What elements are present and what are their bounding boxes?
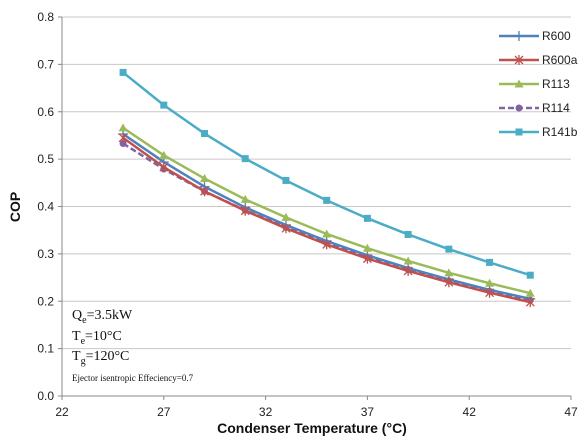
data-point-r600a: [240, 205, 250, 216]
data-point-r141b: [323, 196, 331, 204]
data-point-r600a: [362, 253, 372, 264]
legend-marker-r141b: [515, 128, 523, 136]
y-axis-title: COP: [7, 192, 23, 222]
x-tick-label: 27: [157, 405, 171, 419]
data-point-r141b: [241, 155, 249, 163]
data-point-r113: [281, 212, 291, 221]
data-point-r141b: [526, 271, 534, 279]
annotation-qe: Qe=3.5kW: [72, 308, 133, 326]
data-point-r600a: [159, 162, 169, 173]
data-point-r113: [200, 174, 210, 183]
series-line-r113: [122, 126, 531, 295]
data-point-r600a: [322, 239, 332, 250]
legend-marker-r600a: [514, 55, 524, 65]
data-point-r113: [362, 243, 372, 252]
data-point-r600a: [118, 132, 128, 143]
series-group: [118, 68, 536, 308]
y-tick-label: 0.3: [37, 247, 54, 261]
x-tick-label: 22: [55, 405, 69, 419]
annotation-te: Te=10°C: [72, 329, 122, 347]
data-point-r113: [525, 288, 535, 297]
data-point-r113: [159, 150, 169, 159]
series-r600a: [118, 132, 535, 308]
legend-item-r113: R113: [499, 77, 570, 91]
legend-item-r600a: R600a: [499, 53, 578, 67]
y-tick-label: 0.6: [37, 105, 54, 119]
legend-item-r141b: R141b: [499, 125, 578, 139]
y-tick-label: 0.8: [37, 10, 54, 24]
data-point-r141b: [282, 176, 290, 184]
data-point-r600a: [485, 287, 495, 298]
legend: R600 R600a R113 R114 R141b: [499, 29, 578, 139]
legend-marker-r113: [514, 79, 524, 88]
grid-lines: [62, 16, 571, 350]
series-r113: [118, 123, 535, 297]
x-tick-labels: 22 27 32 37 42 47: [55, 396, 578, 419]
data-point-r600a: [444, 277, 454, 288]
data-point-r141b: [486, 258, 494, 266]
y-tick-label: 0.1: [37, 342, 54, 356]
data-point-r113: [118, 123, 128, 132]
condition-annotations: Qe=3.5kW Te=10°C Tg=120°C Ejector isentr…: [72, 308, 194, 383]
data-point-r113: [444, 268, 454, 277]
data-point-r600a: [403, 265, 413, 276]
data-point-r141b: [119, 68, 127, 76]
data-point-r600a: [525, 297, 535, 308]
series-r141b: [119, 68, 534, 279]
x-tick-label: 37: [361, 405, 375, 419]
data-point-r113: [485, 278, 495, 287]
y-tick-labels: 0.0 0.1 0.2 0.3 0.4 0.5 0.6 0.7 0.8: [37, 10, 62, 403]
legend-label-r600a: R600a: [542, 53, 578, 67]
data-point-r141b: [445, 245, 453, 253]
y-tick-label: 0.4: [37, 200, 54, 214]
y-tick-label: 0.2: [37, 294, 54, 308]
data-point-r113: [403, 256, 413, 265]
annotation-ejector: Ejector isentropic Effeciency=0.7: [72, 373, 194, 383]
legend-marker-r114: [515, 104, 523, 112]
x-axis-title: Condenser Temperature (°C): [217, 420, 407, 436]
data-point-r141b: [201, 130, 209, 138]
legend-item-r600: R600: [499, 29, 571, 43]
x-tick-label: 32: [259, 405, 273, 419]
legend-label-r114: R114: [542, 101, 570, 115]
data-point-r113: [240, 194, 250, 203]
data-point-r141b: [404, 230, 412, 238]
data-point-r141b: [160, 101, 168, 109]
data-point-r600a: [200, 186, 209, 197]
data-point-r141b: [363, 214, 371, 222]
data-point-r114: [119, 139, 127, 147]
legend-label-r141b: R141b: [542, 125, 578, 139]
legend-marker-r600: [514, 31, 524, 41]
legend-label-r113: R113: [542, 77, 570, 91]
data-point-r600a: [281, 223, 291, 234]
annotation-tg: Tg=120°C: [72, 349, 129, 367]
x-tick-label: 42: [463, 405, 477, 419]
y-tick-label: 0.5: [37, 152, 54, 166]
y-tick-label: 0.7: [37, 57, 54, 71]
legend-label-r600: R600: [542, 29, 571, 43]
data-point-r113: [322, 229, 332, 238]
y-tick-label: 0.0: [37, 389, 54, 403]
x-tick-label: 47: [564, 405, 578, 419]
legend-item-r114: R114: [499, 101, 570, 115]
